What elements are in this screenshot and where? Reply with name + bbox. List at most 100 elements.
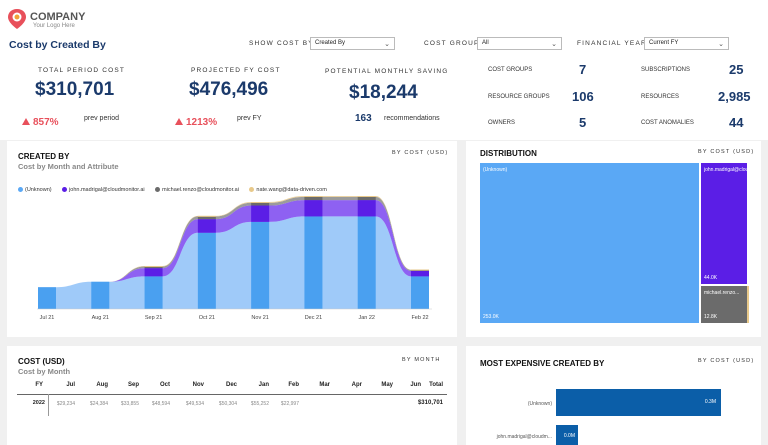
legend-dot bbox=[155, 187, 161, 193]
table-divider bbox=[17, 394, 447, 395]
column-bar[interactable] bbox=[251, 202, 270, 206]
column-bar[interactable] bbox=[91, 281, 110, 309]
column-bar[interactable] bbox=[411, 276, 429, 309]
legend-dot bbox=[62, 187, 68, 193]
bar-value-label: 0.0M bbox=[563, 433, 575, 439]
kpi-saving-label: POTENTIAL MONTHLY SAVING bbox=[325, 68, 449, 75]
treemap-tile-name: michael.renzo... bbox=[704, 290, 740, 296]
kpi-saving-value: $18,244 bbox=[349, 82, 418, 103]
column-bar[interactable] bbox=[304, 196, 323, 201]
filter-label-show-cost-by: SHOW COST BY bbox=[249, 40, 314, 47]
cost-table-subtitle: Cost by Month bbox=[18, 367, 71, 376]
column-bar[interactable] bbox=[357, 200, 376, 217]
created-by-by-label: BY COST (USD) bbox=[392, 150, 449, 156]
table-cell: $29,234 bbox=[56, 401, 75, 407]
stat-resources-label: RESOURCES bbox=[641, 94, 680, 100]
kpi-projected-change-label: prev FY bbox=[237, 115, 262, 122]
kpi-saving-count-label: recommendations bbox=[384, 115, 440, 122]
column-bar[interactable] bbox=[251, 221, 270, 309]
x-tick-label: Feb 22 bbox=[411, 315, 428, 321]
show-cost-by-dropdown[interactable]: Created By ⌄ bbox=[310, 37, 395, 50]
x-tick-label: Nov 21 bbox=[251, 315, 268, 321]
table-column-divider bbox=[48, 394, 49, 416]
table-cell: $24,384 bbox=[89, 401, 108, 407]
kpi-projected-change: 1213% bbox=[175, 112, 217, 130]
treemap-tile-value: 12.8K bbox=[704, 314, 718, 320]
column-bar[interactable] bbox=[304, 216, 323, 309]
chart-legend: (Unknown) john.madrigal@cloudmonitor.ai … bbox=[18, 178, 333, 196]
column-bar[interactable] bbox=[144, 276, 163, 309]
company-logo bbox=[7, 8, 27, 30]
series-area[interactable] bbox=[38, 200, 429, 288]
treemap-tile-nate[interactable] bbox=[747, 286, 749, 323]
financial-year-dropdown[interactable]: Current FY ⌄ bbox=[644, 37, 729, 50]
chevron-down-icon: ⌄ bbox=[384, 41, 390, 48]
treemap-tile-name: john.madrigal@clou... bbox=[704, 167, 747, 173]
treemap-tile-unknown[interactable]: (Unknown) 253.0K bbox=[480, 163, 699, 323]
column-bar[interactable] bbox=[357, 196, 376, 201]
stat-resources-value: 2,985 bbox=[718, 89, 751, 104]
most-expensive-title: MOST EXPENSIVE CREATED BY bbox=[480, 359, 605, 368]
column-bar[interactable] bbox=[197, 216, 216, 220]
column-bar[interactable] bbox=[197, 219, 216, 233]
stat-subscriptions-label: SUBSCRIPTIONS bbox=[641, 67, 691, 73]
treemap-tile-michael[interactable]: michael.renzo... 12.8K bbox=[701, 286, 747, 323]
column-bar[interactable] bbox=[411, 270, 429, 277]
kpi-projected-value: $476,496 bbox=[189, 79, 269, 100]
table-header-cell: Total bbox=[429, 382, 443, 388]
column-bar[interactable] bbox=[251, 201, 270, 203]
distribution-by-label: BY COST (USD) bbox=[698, 149, 755, 155]
bar-value-label: 0.3M bbox=[704, 399, 716, 405]
column-bar[interactable] bbox=[144, 265, 163, 267]
column-bar[interactable] bbox=[144, 266, 163, 269]
treemap-tile-john[interactable]: john.madrigal@clou... 44.0K bbox=[701, 163, 747, 284]
column-bar[interactable] bbox=[304, 196, 323, 197]
legend-item[interactable]: (Unknown) bbox=[18, 187, 52, 193]
table-fy-cell: 2022 bbox=[32, 400, 45, 406]
bar-unknown[interactable]: 0.3M bbox=[556, 389, 721, 416]
column-bar[interactable] bbox=[197, 215, 216, 217]
treemap-tile-name: (Unknown) bbox=[483, 167, 508, 173]
legend-item[interactable]: john.madrigal@cloudmonitor.ai bbox=[62, 187, 145, 193]
column-bar[interactable] bbox=[357, 216, 376, 309]
column-bar[interactable] bbox=[197, 232, 216, 309]
stat-owners-label: OWNERS bbox=[488, 120, 515, 126]
table-total-cell: $310,701 bbox=[417, 400, 443, 406]
show-cost-by-value: Created By bbox=[315, 40, 346, 46]
stat-owners-value: 5 bbox=[579, 115, 587, 130]
table-cell: $49,534 bbox=[185, 401, 204, 407]
cost-group-dropdown[interactable]: All ⌄ bbox=[477, 37, 562, 50]
x-tick-label: Jan 22 bbox=[358, 315, 375, 321]
legend-item[interactable]: nate.wang@data-driven.com bbox=[249, 187, 327, 193]
page-title: Cost by Created By bbox=[9, 39, 106, 51]
kpi-saving-count: 163 bbox=[355, 113, 372, 124]
created-by-subtitle: Cost by Month and Attribute bbox=[18, 162, 119, 171]
bar-john[interactable]: 0.0M bbox=[556, 425, 578, 445]
most-expensive-panel: MOST EXPENSIVE CREATED BY BY COST (USD) … bbox=[466, 346, 761, 445]
x-tick-label: Sep 21 bbox=[145, 315, 162, 321]
column-bar[interactable] bbox=[38, 287, 56, 309]
stat-cost-groups-label: COST GROUPS bbox=[488, 67, 533, 73]
column-bar[interactable] bbox=[144, 268, 163, 277]
table-header-cell: Dec bbox=[225, 382, 237, 388]
table-header-cell: Nov bbox=[192, 382, 204, 388]
trend-up-icon bbox=[175, 118, 183, 125]
table-header-cell: Aug bbox=[96, 382, 108, 388]
legend-item[interactable]: michael.renzo@cloudmonitor.ai bbox=[155, 187, 239, 193]
created-by-panel: CREATED BY Cost by Month and Attribute B… bbox=[7, 141, 457, 337]
stat-resource-groups-label: RESOURCE GROUPS bbox=[488, 94, 550, 100]
stat-resource-groups-value: 106 bbox=[572, 89, 594, 104]
table-header-cell: Apr bbox=[351, 382, 362, 388]
column-bar[interactable] bbox=[357, 196, 376, 197]
bar-label: (Unknown) bbox=[527, 401, 552, 407]
stat-cost-anomalies-label: COST ANOMALIES bbox=[641, 120, 694, 126]
chevron-down-icon: ⌄ bbox=[718, 41, 724, 48]
kpi-total-period-value: $310,701 bbox=[35, 79, 115, 100]
column-bar[interactable] bbox=[304, 200, 323, 217]
cost-area-chart[interactable]: Jul 21 Aug 21 Sep 21 Oct 21 Nov 21 Dec 21 Jan … bbox=[7, 191, 457, 331]
column-bar[interactable] bbox=[251, 205, 270, 222]
distribution-title: DISTRIBUTION bbox=[480, 149, 537, 158]
series-area[interactable] bbox=[38, 216, 429, 309]
table-header-cell: Sep bbox=[127, 382, 139, 388]
column-bar[interactable] bbox=[411, 269, 429, 271]
